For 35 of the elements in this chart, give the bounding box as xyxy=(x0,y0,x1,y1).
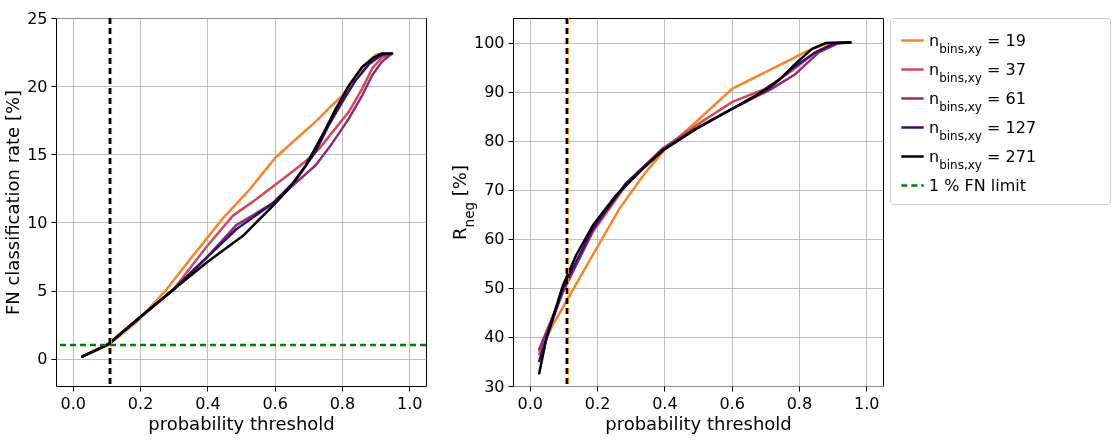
y-tick-label: 50 xyxy=(484,278,505,298)
y-tick-label: 100 xyxy=(473,33,505,53)
y-tick-label: 5 xyxy=(37,281,48,301)
x-tick-label: 0.4 xyxy=(195,393,221,413)
y-tick-label: 10 xyxy=(27,212,48,232)
x-tick-label: 0.4 xyxy=(652,393,678,413)
x-tick-label: 0.2 xyxy=(584,393,611,413)
y-tick-label: 0 xyxy=(37,349,48,369)
y-tick-label: 90 xyxy=(484,82,505,102)
x-tick-label: 0.6 xyxy=(719,393,745,413)
x-axis-title: probability threshold xyxy=(605,412,792,434)
x-tick-label: 1.0 xyxy=(396,393,423,413)
x-tick-label: 1.0 xyxy=(853,393,880,413)
legend-label: n$_{bins,xy}$ = 61 xyxy=(929,88,1026,114)
x-tick-label: 0.6 xyxy=(262,393,288,413)
x-tick-label: 0.0 xyxy=(60,393,87,413)
y-tick-label: 40 xyxy=(484,327,505,347)
y-tick-label: 70 xyxy=(484,180,505,200)
y-axis-title: FN classification rate [%] xyxy=(2,89,24,316)
x-tick-label: 0.8 xyxy=(329,393,356,413)
legend-label: 1 % FN limit xyxy=(929,175,1027,195)
x-axis-title: probability threshold xyxy=(148,412,335,434)
legend-label: n$_{bins,xy}$ = 19 xyxy=(929,30,1026,56)
x-tick-label: 0.2 xyxy=(127,393,154,413)
y-tick-label: 20 xyxy=(27,76,48,96)
x-tick-label: 0.0 xyxy=(517,393,544,413)
x-tick-label: 0.8 xyxy=(786,393,813,413)
y-tick-label: 80 xyxy=(484,131,505,151)
legend-label: n$_{bins,xy}$ = 37 xyxy=(929,59,1026,85)
y-tick-label: 30 xyxy=(484,376,505,396)
legend-label: n$_{bins,xy}$ = 127 xyxy=(929,117,1037,143)
y-tick-label: 25 xyxy=(27,8,48,28)
legend-label: n$_{bins,xy}$ = 271 xyxy=(929,146,1037,172)
y-tick-label: 15 xyxy=(27,144,48,164)
y-tick-label: 60 xyxy=(484,229,505,249)
